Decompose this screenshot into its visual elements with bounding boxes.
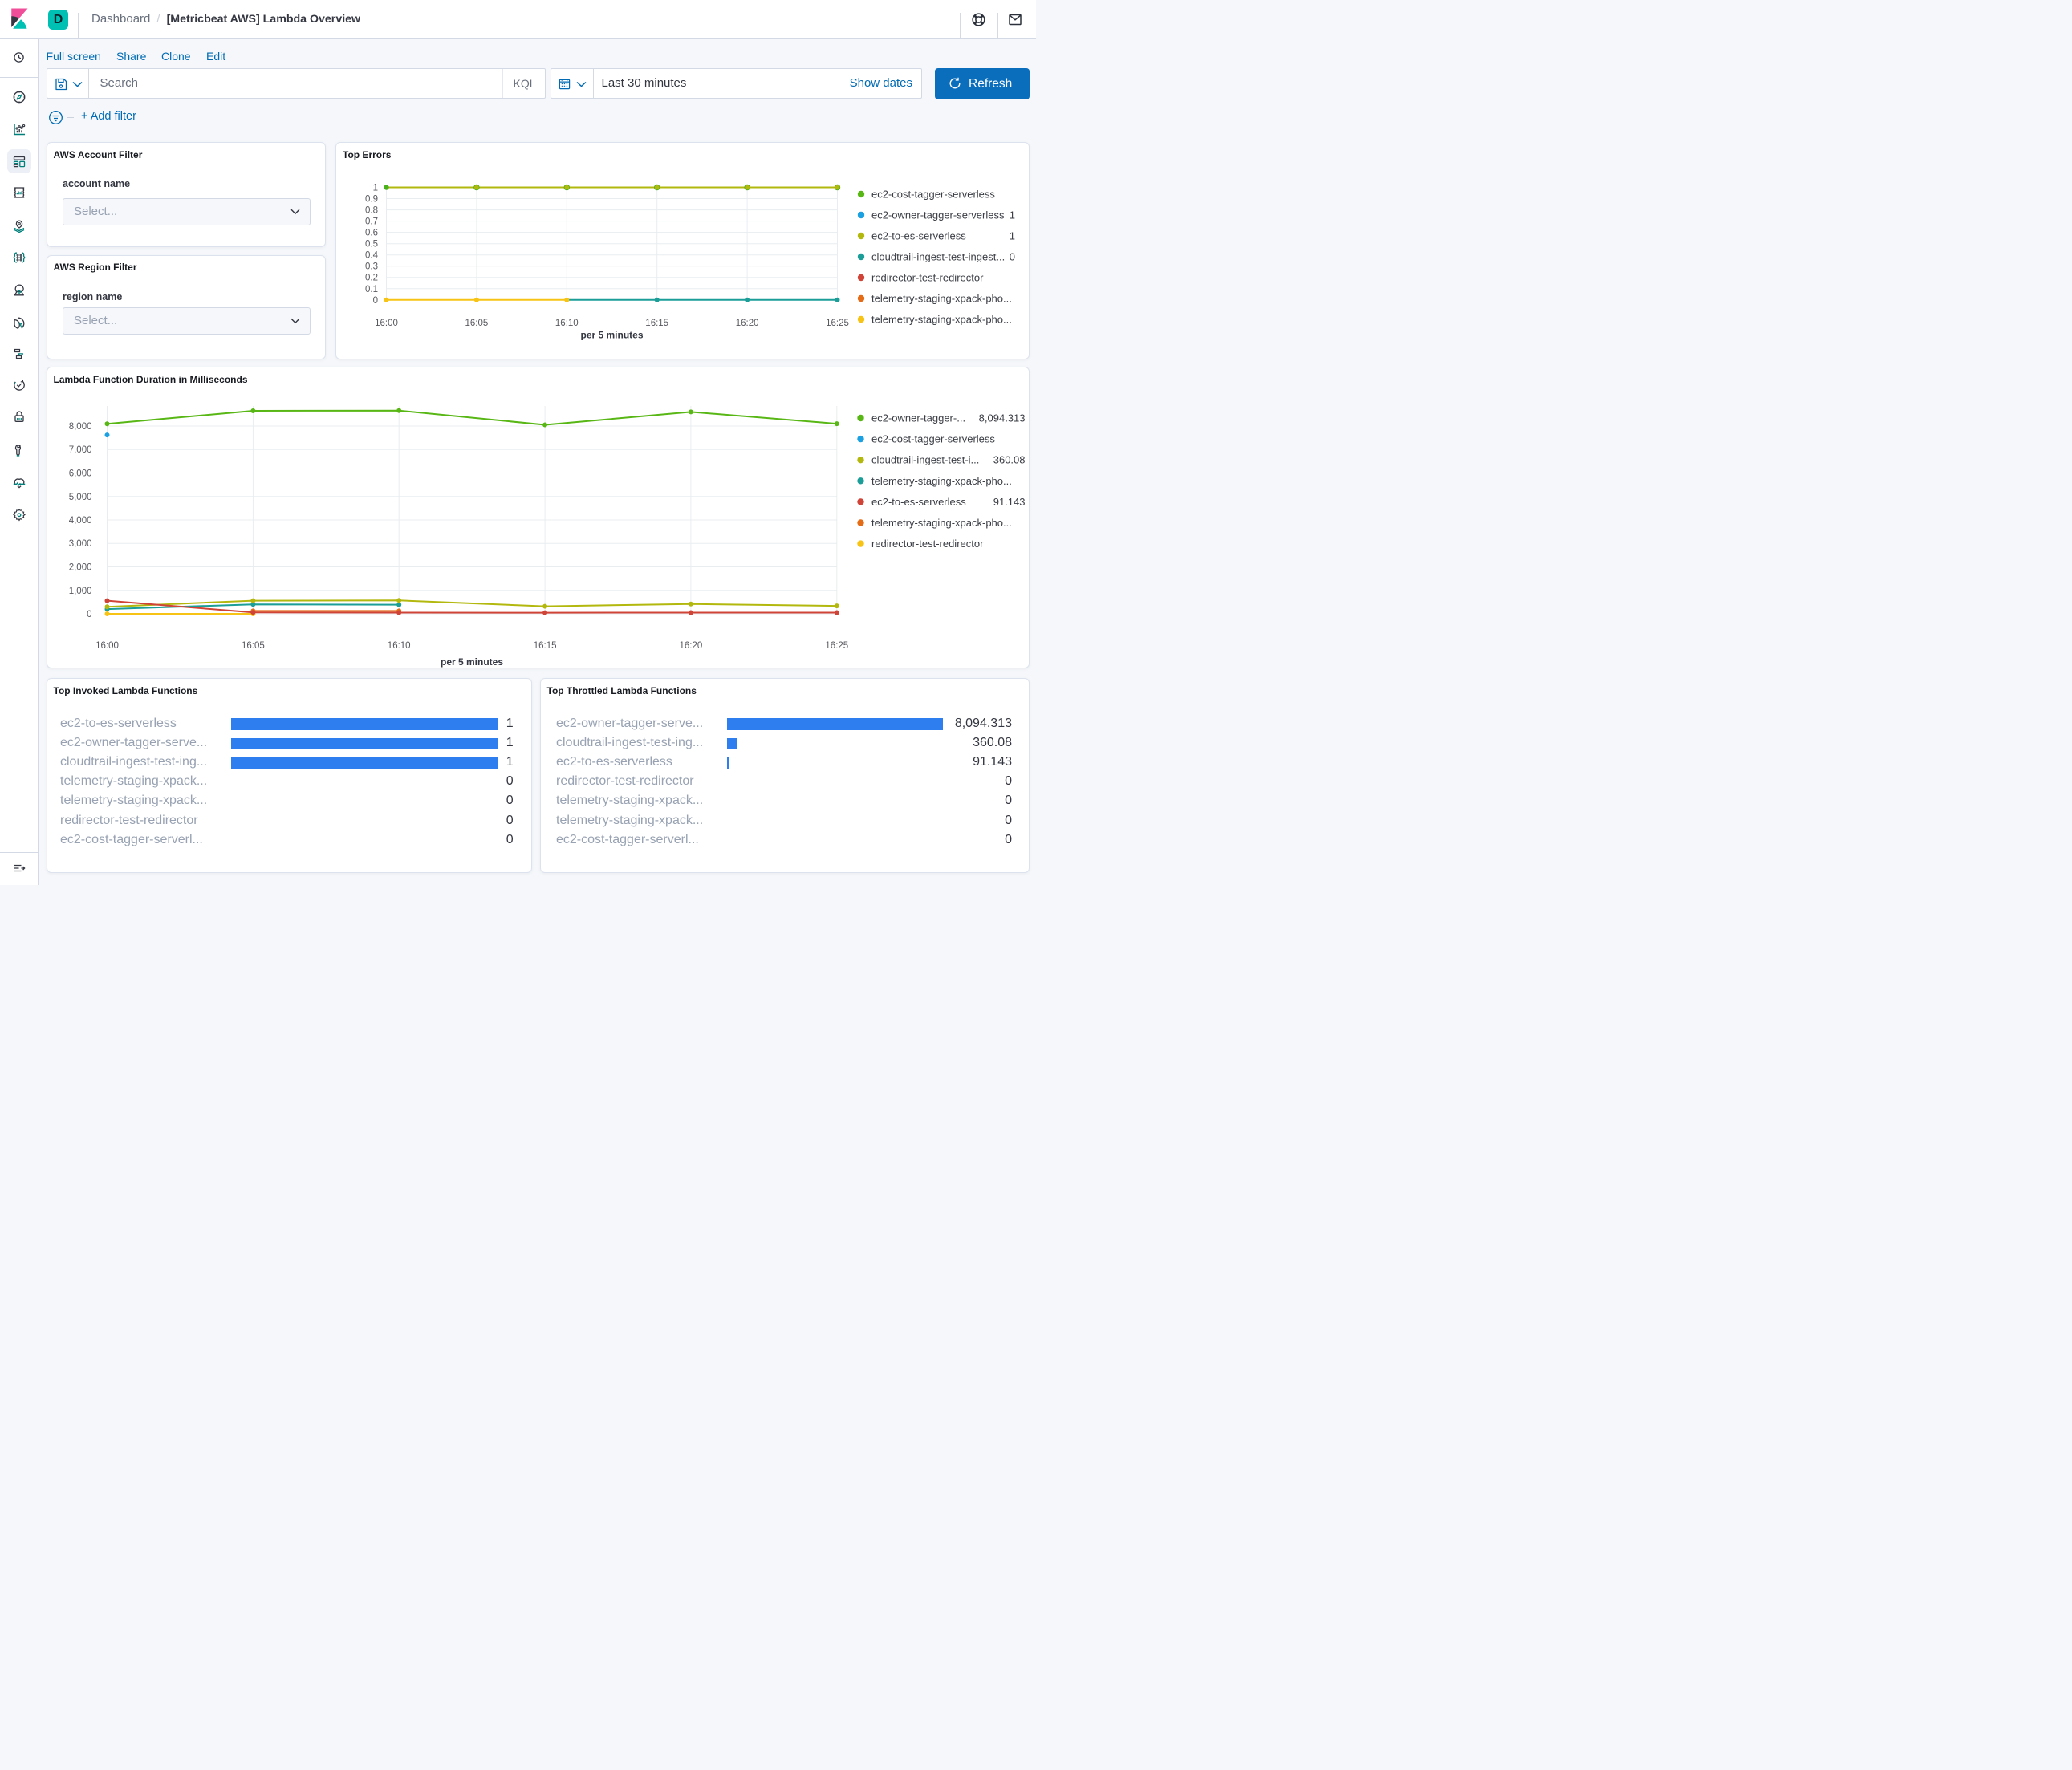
- svg-text:telemetry-staging-xpack-pho...: telemetry-staging-xpack-pho...: [871, 517, 1012, 529]
- svg-text:1,000: 1,000: [68, 587, 91, 596]
- svg-text:16:00: 16:00: [375, 319, 398, 328]
- svg-text:91.143: 91.143: [993, 496, 1025, 508]
- svg-text:16:25: 16:25: [825, 641, 848, 651]
- svg-text:0.8: 0.8: [365, 206, 378, 216]
- svg-text:ec2-to-es-serverless: ec2-to-es-serverless: [871, 230, 966, 242]
- svg-text:ec2-owner-tagger-serverless: ec2-owner-tagger-serverless: [871, 209, 1005, 221]
- svg-text:4,000: 4,000: [68, 516, 91, 526]
- svg-text:0.3: 0.3: [365, 262, 378, 272]
- svg-text:0.2: 0.2: [365, 274, 378, 283]
- svg-text:ec2-cost-tagger-serverless: ec2-cost-tagger-serverless: [871, 189, 995, 201]
- svg-text:0.1: 0.1: [365, 285, 378, 294]
- svg-text:0: 0: [373, 296, 378, 306]
- svg-text:0.5: 0.5: [365, 240, 378, 250]
- svg-text:3,000: 3,000: [68, 539, 91, 549]
- svg-text:16:20: 16:20: [679, 641, 702, 651]
- svg-text:16:15: 16:15: [645, 319, 668, 328]
- svg-text:ec2-cost-tagger-serverless: ec2-cost-tagger-serverless: [871, 433, 995, 445]
- svg-text:360.08: 360.08: [993, 454, 1025, 466]
- svg-text:ec2-to-es-serverless: ec2-to-es-serverless: [871, 496, 966, 508]
- svg-text:5,000: 5,000: [68, 493, 91, 502]
- svg-text:16:00: 16:00: [95, 641, 119, 651]
- svg-text:0.7: 0.7: [365, 217, 378, 227]
- svg-text:16:05: 16:05: [465, 319, 489, 328]
- svg-text:16:25: 16:25: [826, 319, 849, 328]
- svg-text:8,094.313: 8,094.313: [978, 412, 1025, 424]
- svg-text:2,000: 2,000: [68, 563, 91, 573]
- svg-text:16:10: 16:10: [387, 641, 410, 651]
- svg-text:redirector-test-redirector: redirector-test-redirector: [871, 538, 984, 550]
- svg-text:16:15: 16:15: [533, 641, 556, 651]
- svg-text:0: 0: [87, 610, 91, 619]
- svg-text:7,000: 7,000: [68, 445, 91, 455]
- svg-text:1: 1: [373, 184, 378, 193]
- svg-text:per 5 minutes: per 5 minutes: [580, 330, 643, 341]
- svg-text:1: 1: [1010, 209, 1015, 221]
- svg-text:redirector-test-redirector: redirector-test-redirector: [871, 272, 984, 284]
- svg-text:telemetry-staging-xpack-pho...: telemetry-staging-xpack-pho...: [871, 314, 1012, 326]
- svg-text:per 5 minutes: per 5 minutes: [440, 656, 502, 668]
- svg-text:16:10: 16:10: [555, 319, 579, 328]
- svg-text:0.9: 0.9: [365, 195, 378, 205]
- svg-text:16:20: 16:20: [736, 319, 759, 328]
- svg-text:cloudtrail-ingest-test-i...: cloudtrail-ingest-test-i...: [871, 454, 979, 466]
- svg-text:16:05: 16:05: [242, 641, 265, 651]
- svg-text:1: 1: [1010, 230, 1015, 242]
- svg-text:0.4: 0.4: [365, 251, 379, 261]
- svg-text:0: 0: [1010, 251, 1015, 263]
- svg-text:8,000: 8,000: [68, 422, 91, 432]
- svg-text:6,000: 6,000: [68, 469, 91, 479]
- svg-text:cloudtrail-ingest-test-ingest.: cloudtrail-ingest-test-ingest...: [871, 251, 1005, 263]
- svg-text:telemetry-staging-xpack-pho...: telemetry-staging-xpack-pho...: [871, 475, 1012, 487]
- svg-text:telemetry-staging-xpack-pho...: telemetry-staging-xpack-pho...: [871, 293, 1012, 305]
- svg-text:ec2-owner-tagger-...: ec2-owner-tagger-...: [871, 412, 965, 424]
- svg-text:0.6: 0.6: [365, 229, 378, 238]
